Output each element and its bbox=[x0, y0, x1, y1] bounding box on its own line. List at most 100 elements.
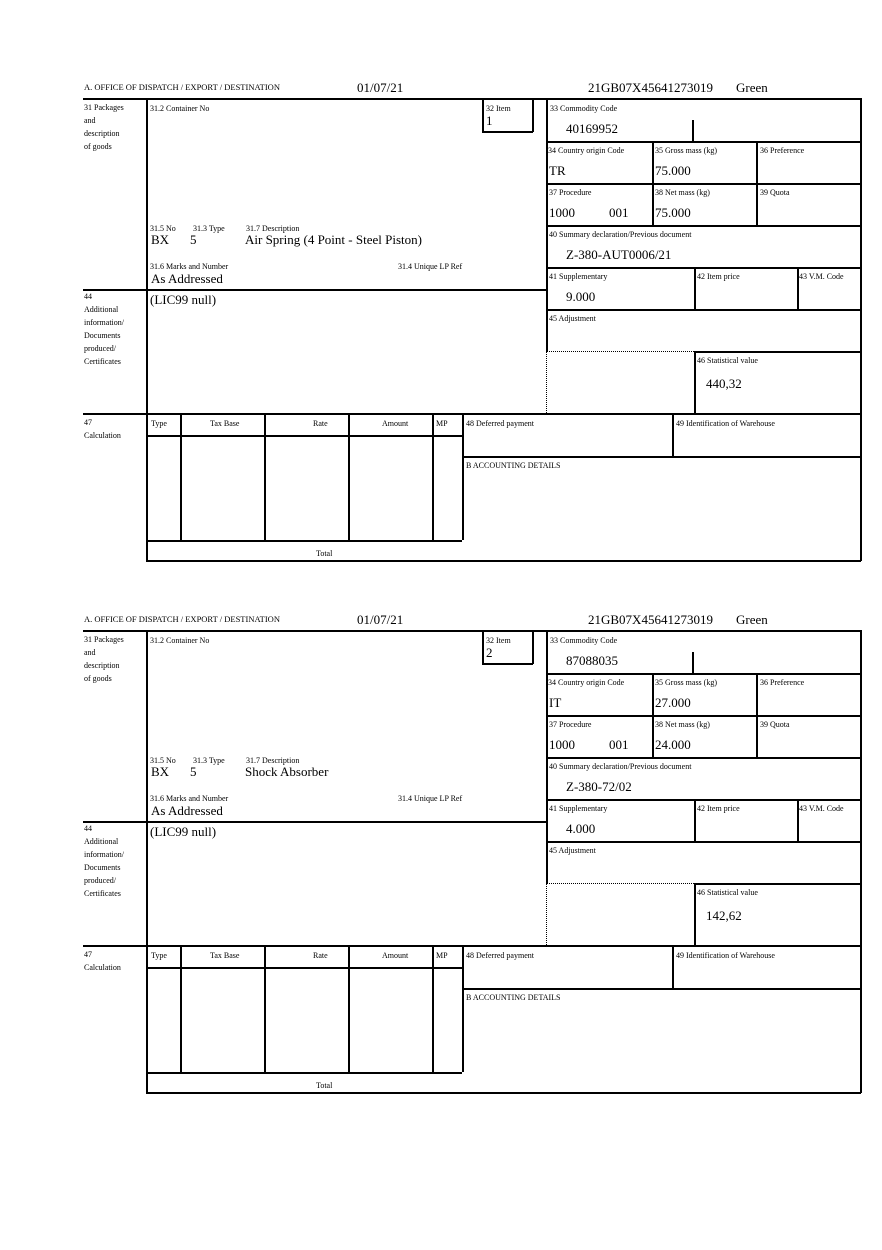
no-value: BX bbox=[151, 764, 170, 779]
type-value: 5 bbox=[190, 232, 197, 247]
summary-decl-value: Z-380-72/02 bbox=[566, 779, 632, 794]
label-line: produced/ bbox=[84, 876, 116, 885]
procedure-additional-value: 001 bbox=[609, 205, 629, 220]
type-label: 31.3 Type bbox=[193, 756, 225, 765]
label-line: 44 bbox=[84, 824, 92, 833]
marks-label: 31.6 Marks and Number bbox=[150, 262, 229, 271]
additional-info-label: 44 Additional information/ Documents pro… bbox=[84, 290, 124, 368]
label-line: 31 Packages bbox=[84, 635, 124, 644]
calc-col-tax-base: Tax Base bbox=[210, 419, 240, 428]
type-value: 5 bbox=[190, 764, 197, 779]
label-line: information/ bbox=[84, 850, 124, 859]
description-value: Shock Absorber bbox=[245, 764, 329, 779]
vm-code-label: 43 V.M. Code bbox=[799, 804, 844, 813]
item-value: 2 bbox=[486, 645, 493, 660]
procedure-additional-value: 001 bbox=[609, 737, 629, 752]
calc-col-type: Type bbox=[151, 951, 167, 960]
deferred-payment-label: 48 Deferred payment bbox=[466, 419, 534, 428]
adjustment-label: 45 Adjustment bbox=[549, 314, 596, 323]
unique-lp-label: 31.4 Unique LP Ref bbox=[398, 794, 463, 803]
declaration-item-form: A. OFFICE OF DISPATCH / EXPORT / DESTINA… bbox=[0, 78, 882, 578]
calc-col-rate: Rate bbox=[313, 419, 328, 428]
label-line: Calculation bbox=[84, 431, 121, 440]
net-mass-label: 38 Net mass (kg) bbox=[655, 720, 710, 729]
label-line: 44 bbox=[84, 292, 92, 301]
packages-label: 31 Packages and description of goods bbox=[84, 101, 124, 153]
additional-info-label: 44 Additional information/ Documents pro… bbox=[84, 822, 124, 900]
net-mass-value: 75.000 bbox=[655, 205, 691, 220]
label-line: Calculation bbox=[84, 963, 121, 972]
container-no-label: 31.2 Container No bbox=[150, 636, 210, 645]
label-line: description bbox=[84, 661, 120, 670]
preference-label: 36 Preference bbox=[760, 678, 805, 687]
additional-info-value: (LIC99 null) bbox=[150, 292, 217, 307]
calc-col-mp: MP bbox=[436, 419, 448, 428]
quota-label: 39 Quota bbox=[760, 720, 790, 729]
country-origin-value: IT bbox=[549, 695, 562, 710]
calc-col-amount: Amount bbox=[382, 419, 409, 428]
stat-value: 440,32 bbox=[706, 376, 742, 391]
date: 01/07/21 bbox=[357, 612, 404, 627]
marks-label: 31.6 Marks and Number bbox=[150, 794, 229, 803]
calc-col-mp: MP bbox=[436, 951, 448, 960]
label-line: 31 Packages bbox=[84, 103, 124, 112]
gross-mass-value: 27.000 bbox=[655, 695, 691, 710]
additional-info-value: (LIC99 null) bbox=[150, 824, 217, 839]
supplementary-value: 4.000 bbox=[566, 821, 596, 836]
net-mass-label: 38 Net mass (kg) bbox=[655, 188, 710, 197]
label-line: of goods bbox=[84, 674, 112, 683]
preference-label: 36 Preference bbox=[760, 146, 805, 155]
calc-col-rate: Rate bbox=[313, 951, 328, 960]
summary-decl-label: 40 Summary declaration/Previous document bbox=[549, 230, 692, 239]
calculation-label: 47 Calculation bbox=[84, 948, 121, 974]
description-label: 31.7 Description bbox=[246, 224, 300, 233]
label-line: description bbox=[84, 129, 120, 138]
packages-label: 31 Packages and description of goods bbox=[84, 633, 124, 685]
reference-number: 21GB07X45641273019 bbox=[588, 612, 713, 627]
accounting-details-label: B ACCOUNTING DETAILS bbox=[466, 461, 561, 470]
label-line: Additional bbox=[84, 305, 119, 314]
calc-col-amount: Amount bbox=[382, 951, 409, 960]
procedure-label: 37 Procedure bbox=[549, 188, 592, 197]
supplementary-label: 41 Supplementary bbox=[549, 804, 608, 813]
total-label: Total bbox=[316, 1081, 333, 1090]
description-label: 31.7 Description bbox=[246, 756, 300, 765]
quota-label: 39 Quota bbox=[760, 188, 790, 197]
no-label: 31.5 No bbox=[150, 224, 176, 233]
date: 01/07/21 bbox=[357, 80, 404, 95]
vm-code-label: 43 V.M. Code bbox=[799, 272, 844, 281]
item-price-label: 42 Item price bbox=[697, 804, 740, 813]
calc-col-type: Type bbox=[151, 419, 167, 428]
office-heading: A. OFFICE OF DISPATCH / EXPORT / DESTINA… bbox=[84, 82, 280, 92]
stat-value-label: 46 Statistical value bbox=[697, 356, 758, 365]
label-line: Documents bbox=[84, 863, 121, 872]
country-origin-label: 34 Country origin Code bbox=[548, 146, 625, 155]
label-line: produced/ bbox=[84, 344, 116, 353]
warehouse-label: 49 Identification of Warehouse bbox=[676, 951, 775, 960]
type-label: 31.3 Type bbox=[193, 224, 225, 233]
label-line: and bbox=[84, 116, 96, 125]
label-line: information/ bbox=[84, 318, 124, 327]
marks-value: As Addressed bbox=[151, 803, 223, 818]
route: Green bbox=[736, 80, 768, 95]
route: Green bbox=[736, 612, 768, 627]
commodity-label: 33 Commodity Code bbox=[550, 636, 618, 645]
calc-col-tax-base: Tax Base bbox=[210, 951, 240, 960]
label-line: 47 bbox=[84, 418, 92, 427]
label-line: Certificates bbox=[84, 889, 121, 898]
no-value: BX bbox=[151, 232, 170, 247]
procedure-value: 1000 bbox=[549, 205, 575, 220]
description-value: Air Spring (4 Point - Steel Piston) bbox=[245, 232, 422, 247]
warehouse-label: 49 Identification of Warehouse bbox=[676, 419, 775, 428]
item-value: 1 bbox=[486, 113, 493, 128]
supplementary-label: 41 Supplementary bbox=[549, 272, 608, 281]
commodity-value: 87088035 bbox=[566, 653, 618, 668]
no-label: 31.5 No bbox=[150, 756, 176, 765]
supplementary-value: 9.000 bbox=[566, 289, 596, 304]
accounting-details-label: B ACCOUNTING DETAILS bbox=[466, 993, 561, 1002]
label-line: 47 bbox=[84, 950, 92, 959]
marks-value: As Addressed bbox=[151, 271, 223, 286]
container-no-label: 31.2 Container No bbox=[150, 104, 210, 113]
item-label: 32 Item bbox=[486, 104, 511, 113]
summary-decl-label: 40 Summary declaration/Previous document bbox=[549, 762, 692, 771]
